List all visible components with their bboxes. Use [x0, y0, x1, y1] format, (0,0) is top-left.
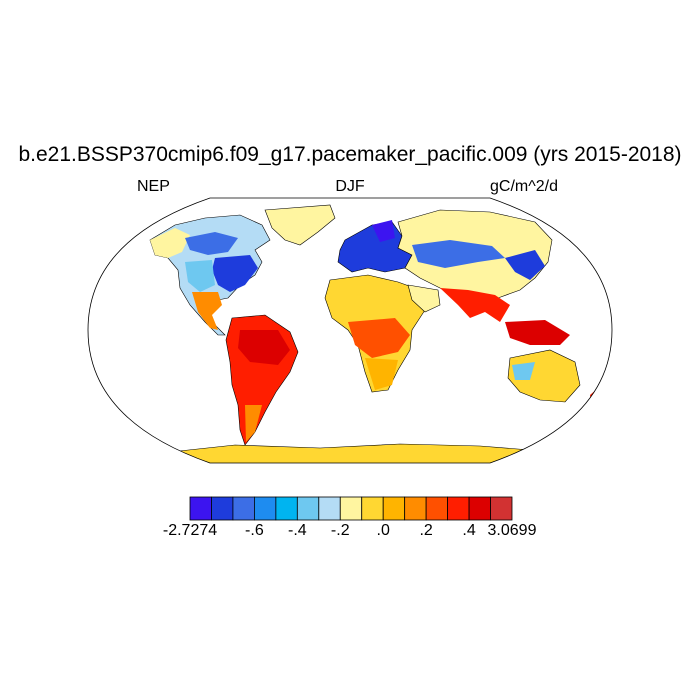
colorbar-box	[275, 496, 298, 521]
colorbar-tick-label: .0	[376, 522, 390, 539]
australia-east	[512, 362, 535, 380]
eastern-us	[212, 255, 258, 292]
arabia	[407, 284, 441, 313]
east-asia	[505, 250, 545, 280]
antarctica	[169, 443, 531, 463]
land-fields	[149, 204, 602, 463]
amazon	[238, 330, 290, 365]
greenland	[264, 204, 336, 246]
central-africa	[348, 318, 410, 358]
colorbar-box	[490, 496, 513, 521]
colorbar-box	[189, 496, 212, 521]
mexico	[192, 292, 222, 330]
southern-africa	[365, 358, 398, 390]
india-se-asia	[440, 288, 510, 322]
colorbar-box	[296, 496, 320, 521]
colorbar-tick-label: -.6	[245, 522, 264, 539]
colorbar-tick-label: .2	[419, 522, 433, 539]
colorbar-box	[232, 496, 255, 521]
colorbar-box	[425, 496, 448, 521]
central-asia	[412, 240, 505, 268]
colorbar-box	[318, 496, 341, 521]
units-label: gC/m^2/d	[490, 178, 558, 195]
colorbar-box	[404, 496, 427, 521]
scandinavia	[372, 220, 395, 242]
colorbar-box	[339, 496, 363, 521]
western-us	[185, 260, 215, 292]
variable-label: NEP	[137, 178, 170, 195]
colorbar-box	[211, 496, 234, 521]
patagonia	[245, 405, 262, 442]
map-outline	[87, 197, 613, 464]
colorbar-tick-label: -.2	[330, 522, 350, 539]
plot-title: b.e21.BSSP370cmip6.f09_g17.pacemaker_pac…	[18, 143, 682, 166]
colorbar-box	[468, 496, 491, 521]
colorbar-tick-label: .4	[462, 522, 476, 539]
colorbar-box	[253, 496, 277, 521]
season-label: DJF	[335, 178, 365, 195]
canada-blue	[185, 232, 238, 255]
colorbar-tick-label: -2.7274	[162, 522, 218, 539]
colorbar-tick-label: -.4	[287, 522, 307, 539]
australia	[507, 349, 581, 403]
colorbar-box	[382, 496, 406, 521]
maritime-continent	[505, 320, 570, 345]
colorbar-box	[447, 496, 470, 521]
north-america-west	[150, 228, 190, 258]
colorbar-box	[361, 496, 384, 521]
colorbar-tick-label: 3.0699	[487, 522, 537, 539]
